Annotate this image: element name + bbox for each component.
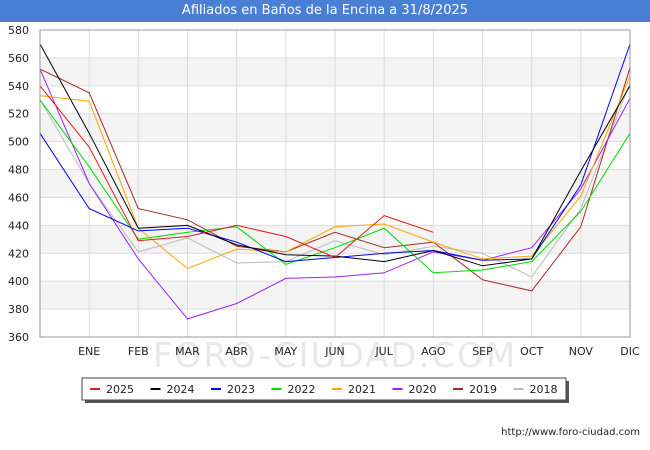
legend-label: 2024 [167,383,195,396]
series-line-2019 [39,67,631,292]
y-tick-label: 420 [8,247,29,260]
line-chart: FORO-CIUDAD.COM 360 380 400 420 440 460 480 500… [8,24,640,403]
x-tick-label: MAR [175,345,200,358]
legend: 2025 2024 2023 2022 2021 2020 2019 2018 [81,377,569,403]
x-tick-label: ENE [78,345,100,358]
x-tick-label: AGO [421,345,446,358]
watermark: FORO-CIUDAD.COM [153,336,517,376]
x-tick-label: JUL [374,345,393,358]
y-tick-label: 400 [8,275,29,288]
x-tick-label: MAY [274,345,297,358]
legend-box [81,377,567,401]
x-tick-label: FEB [128,345,149,358]
x-tick-label: DIC [620,345,640,358]
legend-label: 2019 [469,383,497,396]
x-tick-label: ABR [225,345,248,358]
series-line-2020 [39,68,631,320]
legend-label: 2025 [106,383,134,396]
legend-label: 2022 [288,383,316,396]
series-line-2018 [39,82,631,278]
legend-label: 2018 [530,383,558,396]
legend-label: 2020 [409,383,437,396]
y-tick-label: 500 [8,136,29,149]
axes: 360 380 400 420 440 460 480 500 520 540 560 580 ENE F… [8,24,640,358]
legend-label: 2021 [348,383,376,396]
plot-frame [39,29,631,338]
y-tick-label: 380 [8,303,29,316]
y-tick-label: 580 [8,24,29,37]
x-tick-label: JUN [324,345,345,358]
x-tick-label: OCT [520,345,543,358]
legend-label: 2023 [227,383,255,396]
y-tick-label: 540 [8,80,29,93]
x-tick-label: SEP [472,345,493,358]
series-line-2022 [39,99,631,274]
series-line-2024 [39,43,631,267]
y-tick-label: 520 [8,108,29,121]
y-tick-label: 560 [8,52,29,65]
y-tick-label: 440 [8,219,29,232]
series-lines [39,43,631,320]
chart-title: Afiliados en Baños de la Encina a 31/8/2… [0,0,650,22]
series-line-2025 [39,85,434,259]
source-link[interactable]: http://www.foro-ciudad.com [501,427,640,438]
y-tick-label: 460 [8,191,29,204]
y-tick-label: 480 [8,164,29,177]
x-tick-label: NOV [569,345,594,358]
y-tick-label: 360 [8,331,29,344]
